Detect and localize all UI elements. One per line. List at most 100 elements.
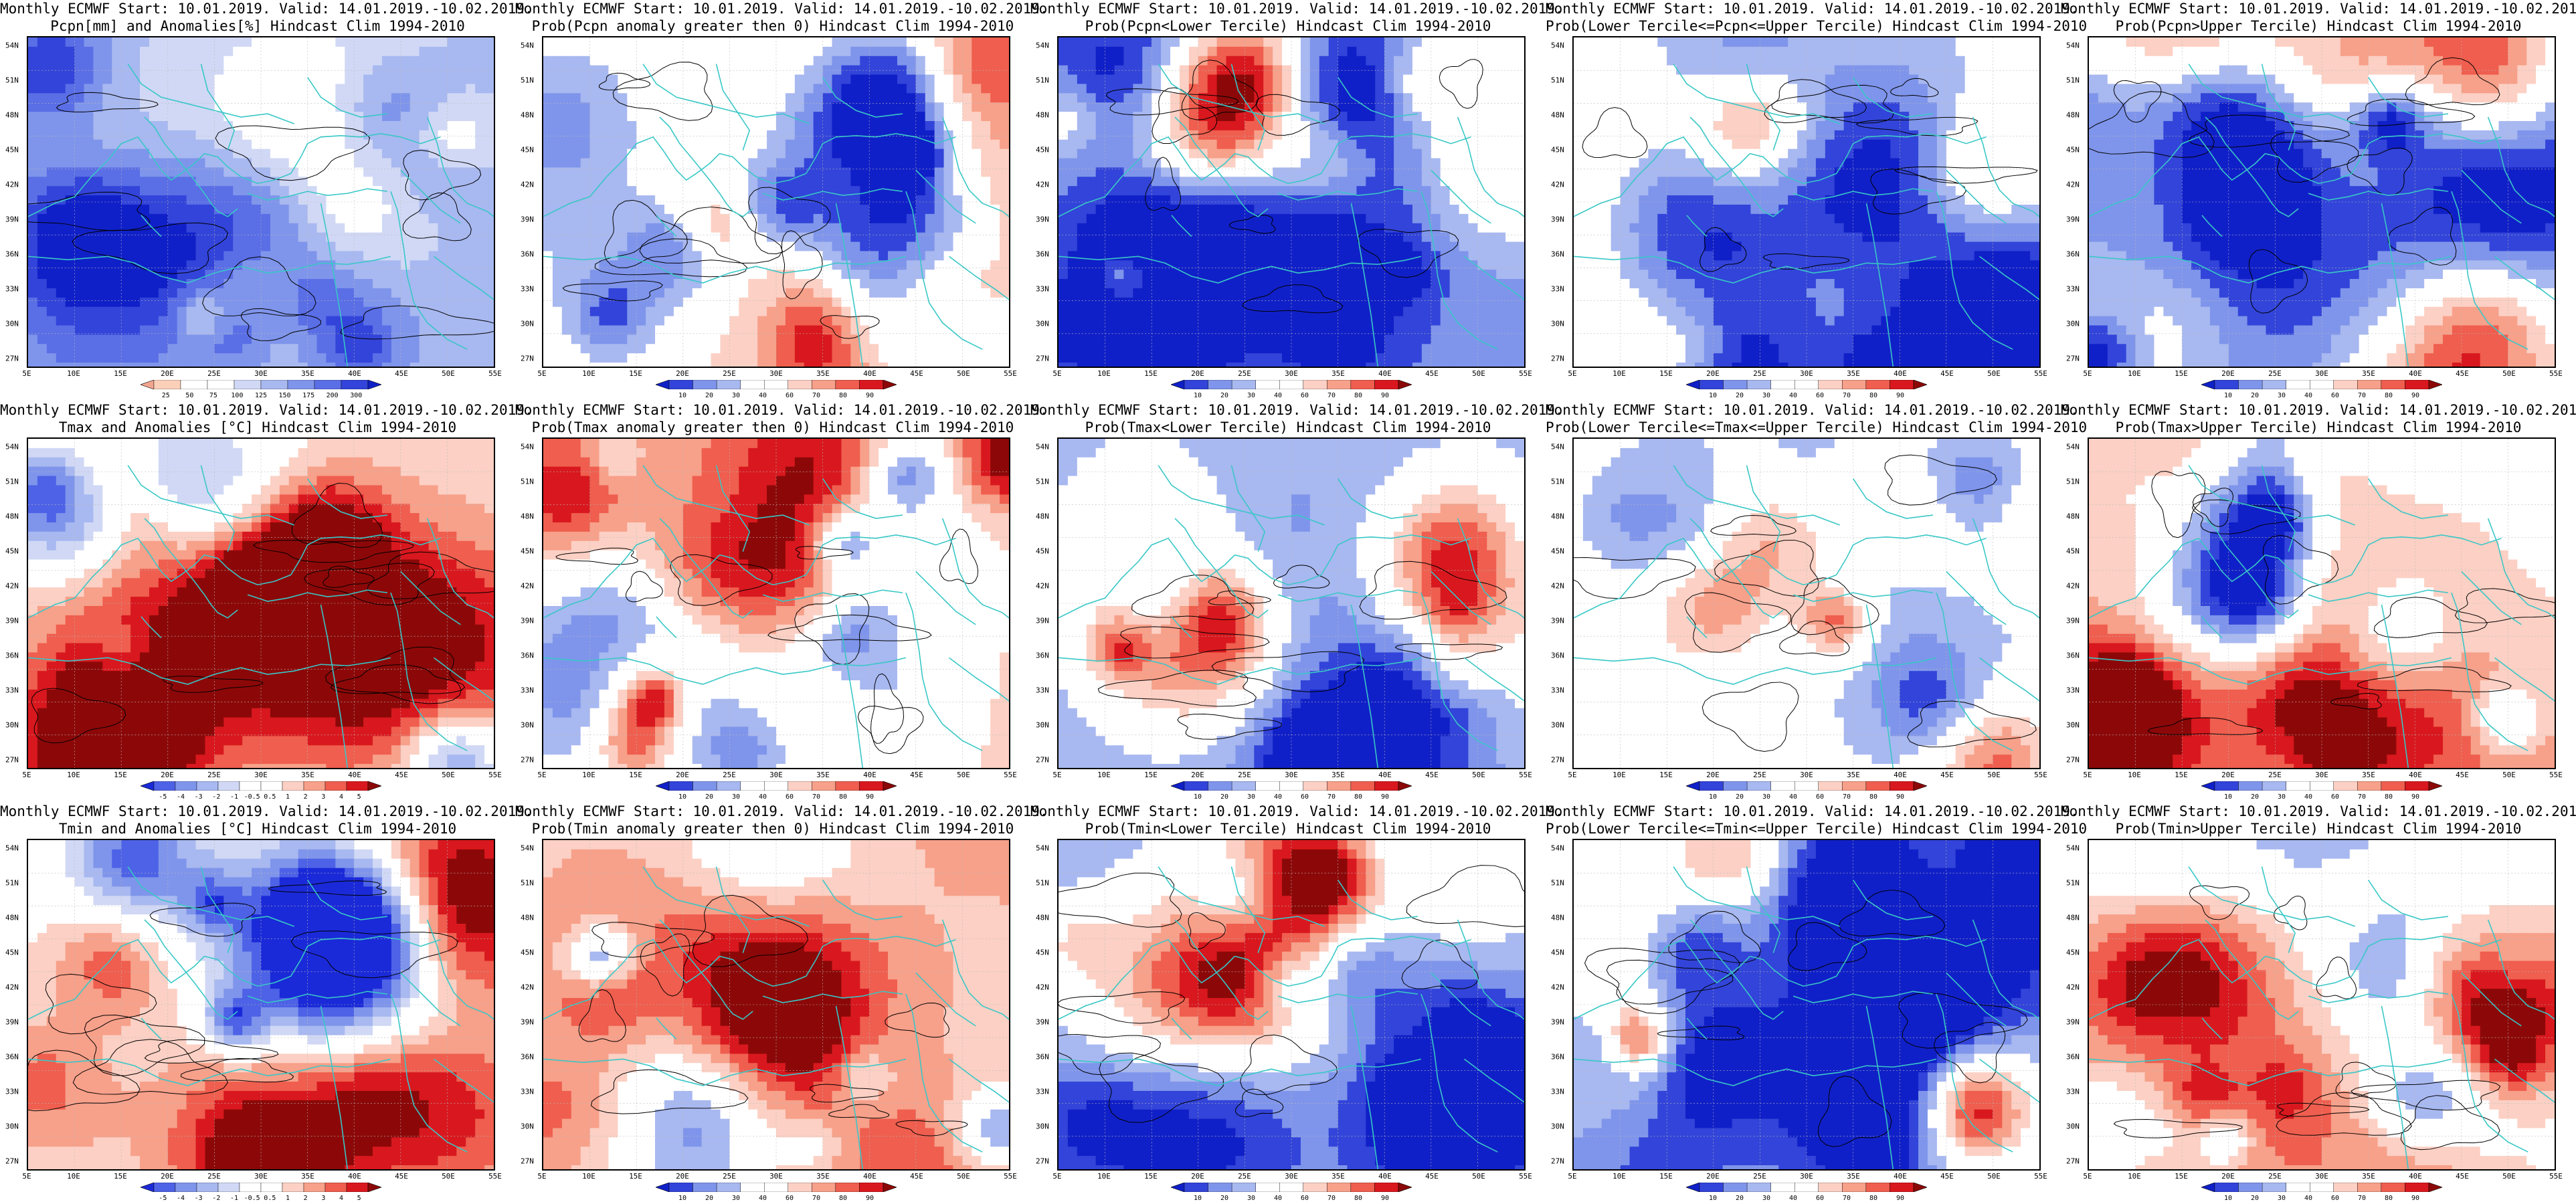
longitude-label: 35E [1331,1172,1345,1181]
color-bar-label: -2 [212,1195,220,1202]
coastlines [2089,64,2555,367]
coastlines [2089,465,2555,768]
panel-title: Monthly ECMWF Start: 10.01.2019. Valid: … [1546,0,2087,35]
longitude-label: 30E [254,771,268,779]
latitude-label: 45N [2066,547,2080,556]
panel-title: Monthly ECMWF Start: 10.01.2019. Valid: … [1546,401,2087,436]
longitude-label: 40E [1894,1172,1907,1181]
longitude-label: 15E [629,369,642,378]
longitude-label: 20E [161,369,174,378]
latitude-label: 51N [521,879,534,888]
color-bar-label: 0.5 [264,793,276,801]
latitude-label: 30N [1551,1122,1564,1131]
latitude-label: 42N [521,181,534,189]
lat-lon-grid [1574,439,2039,768]
longitude-label: 10E [67,369,80,378]
longitude-label: 55E [488,369,502,378]
color-bar-label: 20 [1736,392,1744,399]
longitude-label: 50E [442,1172,455,1181]
color-bar-label: 20 [1220,1195,1228,1202]
longitude-label: 40E [348,771,361,779]
longitude-label: 25E [1238,369,1251,378]
color-bar-label: 70 [1327,793,1336,801]
color-bar-label: 70 [812,1195,820,1202]
latitude-label: 33N [5,285,19,294]
latitude-label: 39N [1551,215,1564,224]
latitude-label: 48N [1551,512,1564,521]
color-bar-label: 60 [786,1195,794,1202]
color-bar-label: 30 [2278,392,2286,399]
color-bar-label: -0.5 [244,1195,260,1202]
lat-lon-grid [1574,840,2039,1169]
color-bar-label: 70 [1843,1195,1851,1202]
longitude-label: 5E [537,369,546,378]
color-bar [656,380,897,389]
color-bar-label: 10 [1709,1195,1717,1202]
color-bar-label: 30 [732,392,740,399]
color-bar-label: 100 [231,392,243,399]
latitude-label: 45N [5,146,19,155]
coastlines [543,866,1009,1169]
longitude-label: 10E [2128,1172,2141,1181]
color-bar-label: 90 [1896,793,1904,801]
latitude-label: 45N [2066,948,2080,957]
longitude-label: 55E [1004,369,1017,378]
longitude-label: 20E [1191,771,1204,779]
longitude-label: 15E [1144,1172,1158,1181]
color-bar-label: 0.5 [264,1195,276,1202]
forecast-map [2088,839,2556,1171]
longitude-label: 15E [114,771,127,779]
latitude-label: 54N [521,844,534,853]
longitude-label: 25E [1753,1172,1766,1181]
color-bar-label: 30 [1247,1195,1255,1202]
color-bar-label: 60 [1816,793,1824,801]
color-bar [1686,380,1927,389]
color-bar-label: 20 [705,793,713,801]
map-panel: Monthly ECMWF Start: 10.01.2019. Valid: … [0,401,533,803]
color-bar-label: -4 [177,1195,185,1202]
color-bar-label: 90 [2411,392,2419,399]
latitude-label: 42N [1551,181,1564,189]
panel-title-line2: Prob(Pcpn>Upper Tercile) Hindcast Clim 1… [2061,17,2576,35]
longitude-label: 35E [2362,369,2375,378]
latitude-label: 30N [2066,320,2080,328]
latitude-label: 27N [2066,355,2080,363]
latitude-label: 30N [5,721,19,730]
latitude-label: 45N [1036,948,1049,957]
color-bar-label: 20 [705,392,713,399]
color-bar-label: 175 [302,392,314,399]
latitude-label: 51N [2066,478,2080,486]
longitude-label: 10E [1613,1172,1626,1181]
longitude-label: 15E [1659,1172,1673,1181]
color-bar-label: 80 [1869,793,1877,801]
color-bar-label: 60 [2331,793,2339,801]
latitude-label: 45N [2066,146,2080,155]
panel-title-line2: Prob(Pcpn anomaly greater then 0) Hindca… [515,17,1030,35]
panel-title: Monthly ECMWF Start: 10.01.2019. Valid: … [2061,0,2576,35]
latitude-label: 33N [521,1088,534,1096]
longitude-label: 55E [2034,369,2047,378]
longitude-label: 20E [676,369,689,378]
color-bar-label: 10 [1194,793,1202,801]
longitude-label: 30E [769,1172,783,1181]
latitude-label: 27N [1036,1157,1049,1166]
latitude-label: 36N [521,651,534,660]
coastlines [1574,465,2039,768]
panel-title-line2: Tmin and Anomalies [°C] Hindcast Clim 19… [0,820,515,837]
latitude-label: 48N [1551,111,1564,120]
panel-title-line2: Prob(Tmin<Lower Tercile) Hindcast Clim 1… [1030,820,1546,837]
contour-lines [1106,59,1483,314]
latitude-label: 36N [1551,250,1564,259]
longitude-label: 35E [1331,771,1345,779]
color-bar-label: 70 [812,392,820,399]
longitude-label: 35E [301,771,314,779]
color-bar [1171,1183,1412,1192]
color-bar-label: 30 [1762,1195,1770,1202]
latitude-label: 33N [1551,1088,1564,1096]
longitude-label: 25E [207,1172,221,1181]
longitude-label: 5E [1052,771,1061,779]
longitude-label: 25E [207,369,221,378]
forecast-map [27,839,495,1171]
latitude-label: 36N [1551,1053,1564,1062]
color-bar-label: 200 [327,392,339,399]
